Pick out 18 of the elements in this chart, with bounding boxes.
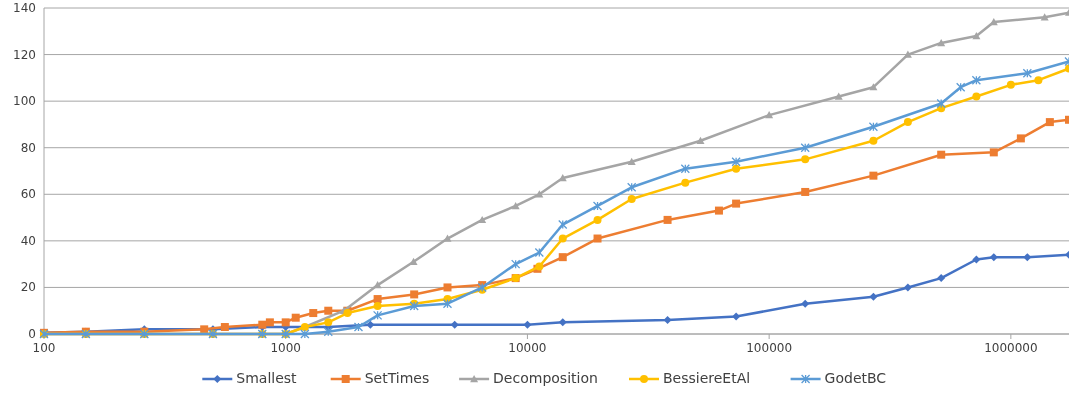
x-tick-label: 10000 [508,341,547,355]
y-tick-label: 80 [20,140,36,155]
y-tick-label: 40 [20,233,36,248]
legend-label: BessiereEtAl [663,370,751,386]
y-tick-label: 20 [20,280,36,295]
y-tick-label: 0 [28,327,36,341]
x-tick-label: 100 [32,341,56,355]
y-tick-label: 140 [13,1,36,15]
x-tick-label: 100000 [746,341,793,355]
x-tick-label: 1000 [270,341,301,355]
x-tick-label: 1000000 [984,341,1038,355]
legend-label: Smallest [236,370,298,386]
legend-label: GodetBC [824,370,887,386]
y-tick-label: 120 [13,47,36,62]
y-tick-label: 100 [13,94,36,109]
legend-label: Decomposition [493,370,598,386]
y-tick-label: 60 [20,187,36,202]
legend-label: SetTimes [364,370,430,386]
